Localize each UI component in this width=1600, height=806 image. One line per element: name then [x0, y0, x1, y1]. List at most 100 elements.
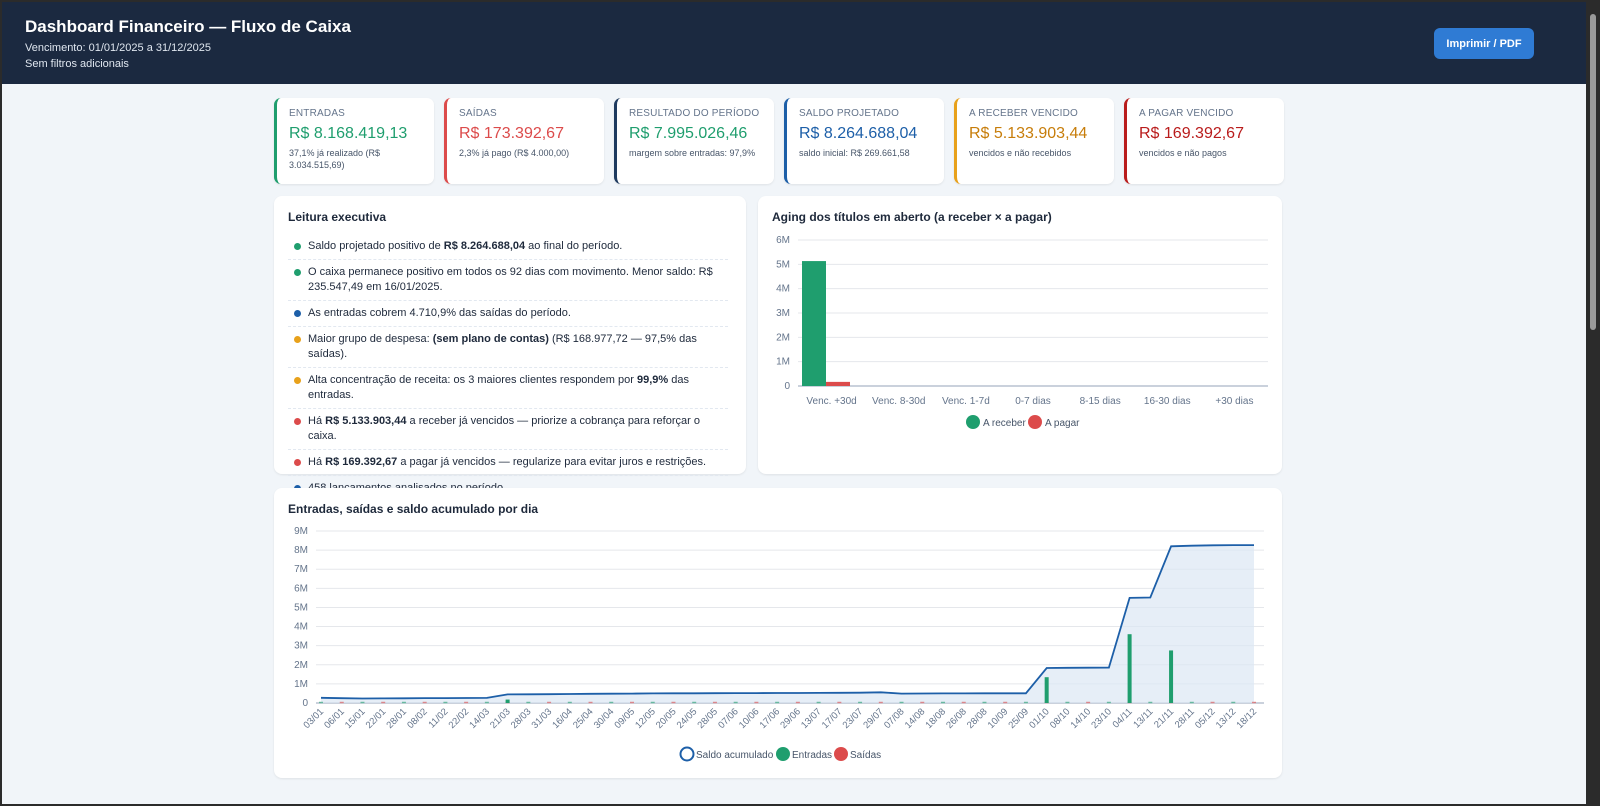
- kpi-note: 2,3% já pago (R$ 4.000,00): [459, 148, 570, 158]
- x-tick-label: 22/01: [364, 706, 389, 731]
- y-tick-label: 8M: [294, 545, 308, 556]
- kpi-note: margem sobre entradas: 97,9%: [629, 148, 756, 158]
- cashflow-chart: 01M2M3M4M5M6M7M8M9M03/0106/0115/0122/012…: [294, 526, 1264, 762]
- executive-item-text: As entradas cobrem 4.710,9% das saídas d…: [308, 307, 571, 319]
- legend-marker: [966, 415, 980, 429]
- scrollbar-thumb[interactable]: [1590, 14, 1596, 330]
- kpi-value: R$ 7.995.026,46: [629, 125, 748, 142]
- legend-marker: [776, 747, 790, 761]
- x-tick-label: 03/01: [302, 706, 327, 731]
- y-tick-label: 4M: [294, 622, 308, 633]
- legend-label: Entradas: [792, 750, 832, 761]
- x-tick-label: 24/05: [675, 706, 700, 731]
- kpi-label: ENTRADAS: [289, 108, 346, 119]
- x-tick-label: 25/04: [571, 706, 596, 731]
- x-tick-label: 16/04: [550, 706, 575, 731]
- x-tick-label: 14/08: [903, 706, 928, 731]
- status-dot-icon: [294, 377, 301, 384]
- x-tick-label: 25/09: [1006, 706, 1031, 731]
- executive-item: Alta concentração de receita: os 3 maior…: [288, 368, 728, 409]
- executive-item-text: das entradas.: [308, 374, 689, 401]
- executive-item-highlight: R$ 169.392,67: [325, 456, 398, 468]
- executive-item-text: (R$ 168.977,72 — 97,5% das saídas).: [308, 333, 697, 360]
- page-title: Dashboard Financeiro — Fluxo de Caixa: [25, 17, 351, 36]
- y-tick-label: 7M: [294, 564, 308, 575]
- executive-item-text: Alta concentração de receita: os 3 maior…: [308, 374, 637, 386]
- x-tick-label: 13/11: [1131, 706, 1155, 730]
- kpi-note: 37,1% já realizado (R$ 3.034.515,69): [289, 148, 381, 170]
- y-tick-label: 0: [302, 698, 308, 709]
- kpi-note: vencidos e não recebidos: [969, 148, 1072, 158]
- x-tick-label: 30/04: [592, 706, 617, 731]
- x-tick-label: 18/12: [1235, 706, 1260, 731]
- x-tick-label: 28/01: [384, 706, 409, 731]
- bar-entrada: [1169, 650, 1174, 703]
- x-tick-label: 15/01: [343, 706, 368, 731]
- x-tick-label: Venc. 8-30d: [872, 396, 925, 407]
- period-label: Vencimento: 01/01/2025 a 31/12/2025: [25, 42, 211, 54]
- executive-summary-title: Leitura executiva: [288, 210, 387, 224]
- x-tick-label: 28/03: [509, 706, 534, 731]
- bar-a-receber: [802, 261, 826, 386]
- kpi-label: A RECEBER VENCIDO: [969, 108, 1078, 119]
- executive-item-text: Há: [308, 415, 326, 427]
- scrollbar-track[interactable]: [1586, 0, 1600, 806]
- y-tick-label: 6M: [776, 235, 790, 246]
- status-dot-icon: [294, 336, 301, 343]
- executive-item-text: Saldo projetado positivo de: [308, 240, 444, 252]
- x-tick-label: Venc. +30d: [806, 396, 856, 407]
- x-tick-label: 13/07: [799, 706, 824, 731]
- legend-marker: [1028, 415, 1042, 429]
- kpi-value: R$ 169.392,67: [1139, 125, 1244, 142]
- kpi-label: RESULTADO DO PERÍODO: [629, 108, 760, 119]
- y-tick-label: 2M: [776, 332, 790, 343]
- kpi-value: R$ 5.133.903,44: [969, 125, 1088, 142]
- x-tick-label: 06/01: [322, 706, 347, 731]
- x-tick-label: 16-30 dias: [1144, 396, 1191, 407]
- x-tick-label: 31/03: [530, 706, 555, 731]
- x-tick-label: Venc. 1-7d: [942, 396, 990, 407]
- header-bar: Dashboard Financeiro — Fluxo de Caixa Ve…: [2, 2, 1586, 84]
- x-tick-label: 07/06: [716, 706, 741, 731]
- executive-item: Saldo projetado positivo de R$ 8.264.688…: [288, 234, 728, 260]
- legend-marker: [834, 747, 848, 761]
- kpi-resultado: RESULTADO DO PERÍODO R$ 7.995.026,46 mar…: [614, 98, 774, 184]
- print-pdf-button[interactable]: Imprimir / PDF: [1434, 28, 1534, 59]
- x-tick-label: 8-15 dias: [1080, 396, 1121, 407]
- x-tick-label: 08/10: [1048, 706, 1073, 731]
- kpi-value: R$ 173.392,67: [459, 125, 564, 142]
- y-tick-label: 4M: [776, 284, 790, 295]
- executive-item-highlight: (sem plano de contas): [432, 333, 549, 345]
- x-tick-label: 29/07: [861, 706, 886, 731]
- x-tick-label: 23/10: [1089, 706, 1114, 731]
- bar-a-pagar: [826, 381, 850, 386]
- bar-entrada: [505, 699, 510, 703]
- executive-item: Maior grupo de despesa: (sem plano de co…: [288, 327, 728, 368]
- kpi-saidas: SAÍDAS R$ 173.392,67 2,3% já pago (R$ 4.…: [444, 98, 604, 184]
- x-tick-label: 0-7 dias: [1015, 396, 1051, 407]
- y-tick-label: 9M: [294, 526, 308, 537]
- x-tick-label: 01/10: [1027, 706, 1052, 731]
- y-tick-label: 5M: [776, 259, 790, 270]
- executive-item: As entradas cobrem 4.710,9% das saídas d…: [288, 301, 728, 327]
- x-tick-label: 09/05: [613, 706, 638, 731]
- x-tick-label: 17/07: [820, 706, 845, 731]
- executive-item-highlight: 99,9%: [636, 374, 669, 386]
- executive-item-text: O caixa permanece positivo em todos os 9…: [308, 266, 713, 293]
- x-tick-label: 21/03: [488, 706, 513, 731]
- executive-item-highlight: R$ 5.133.903,44: [325, 415, 407, 427]
- legend-label: Saídas: [850, 750, 881, 761]
- legend-label: Saldo acumulado: [696, 750, 774, 761]
- status-dot-icon: [294, 310, 301, 317]
- x-tick-label: 10/06: [737, 706, 762, 731]
- y-tick-label: 1M: [776, 357, 790, 368]
- bar-entrada: [1127, 634, 1132, 703]
- status-dot-icon: [294, 243, 301, 250]
- x-tick-label: 10/09: [986, 706, 1011, 731]
- x-tick-label: 14/03: [467, 706, 492, 731]
- cashflow-chart-card: Entradas, saídas e saldo acumulado por d…: [274, 488, 1282, 778]
- y-tick-label: 2M: [294, 660, 308, 671]
- executive-item: Há R$ 169.392,67 a pagar já vencidos — r…: [288, 450, 728, 476]
- y-tick-label: 6M: [294, 583, 308, 594]
